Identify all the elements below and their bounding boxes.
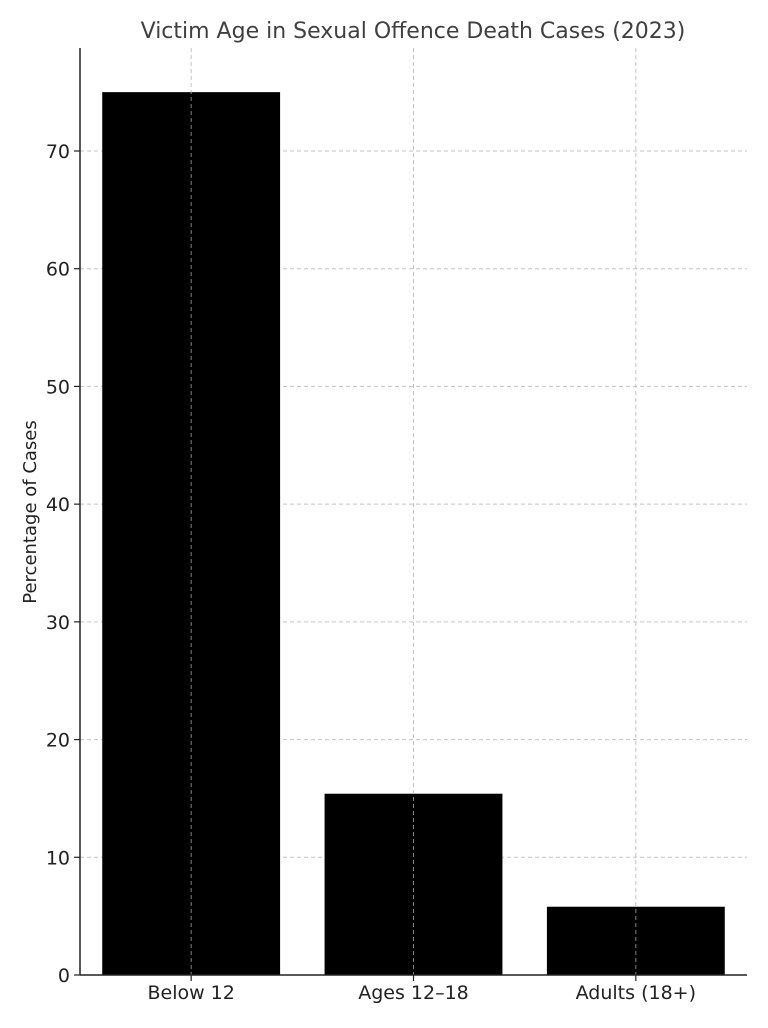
x-tick-label: Below 12	[147, 982, 234, 1004]
chart-title: Victim Age in Sexual Offence Death Cases…	[141, 19, 686, 44]
x-ticks: Below 12 Ages 12–18 Adults (18+)	[147, 975, 696, 1004]
y-tick-label: 50	[46, 376, 70, 398]
y-axis-label: Percentage of Cases	[20, 420, 41, 603]
y-tick-label: 10	[46, 847, 70, 869]
y-tick-label: 20	[46, 730, 70, 752]
y-tick-label: 70	[46, 141, 70, 163]
y-tick-label: 30	[46, 612, 70, 634]
y-ticks: 0 10 20 30 40 50 60 70	[46, 141, 80, 987]
x-tick-label: Ages 12–18	[358, 982, 469, 1004]
y-tick-label: 0	[58, 965, 70, 987]
vertical-grid	[190, 48, 637, 975]
y-tick-label: 60	[46, 259, 70, 281]
x-tick-label: Adults (18+)	[576, 982, 696, 1004]
y-tick-label: 40	[46, 494, 70, 516]
